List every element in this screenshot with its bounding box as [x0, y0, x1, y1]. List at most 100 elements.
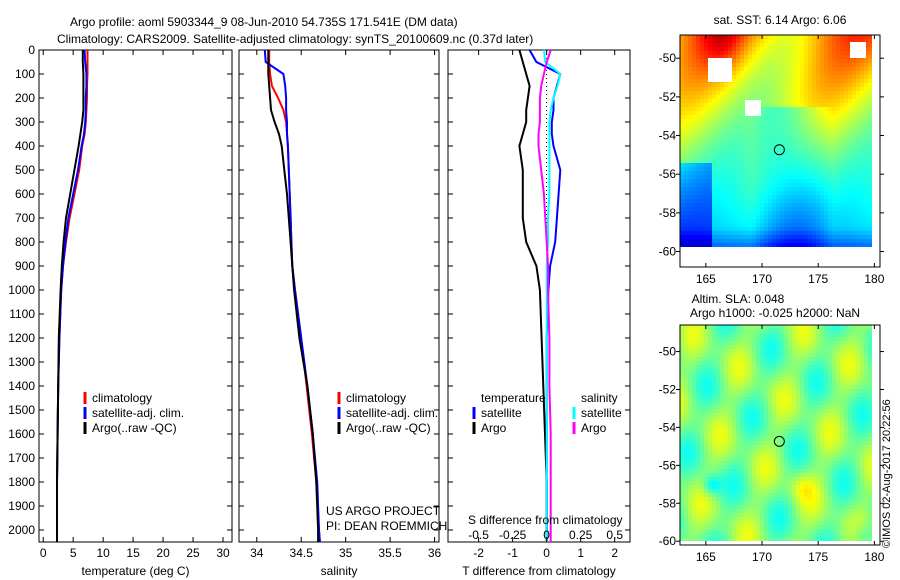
heatmap-cell: [860, 111, 864, 115]
y-tick-label: 900: [15, 259, 35, 273]
heatmap-cell: [756, 421, 760, 425]
heatmap-cell: [852, 211, 856, 215]
heatmap-cell: [704, 417, 708, 421]
heatmap-cell: [760, 437, 764, 441]
heatmap-cell: [824, 243, 828, 247]
heatmap-cell: [860, 405, 864, 409]
heatmap-cell: [816, 417, 820, 421]
heatmap-cell: [812, 341, 816, 345]
heatmap-cell: [772, 481, 776, 485]
heatmap-cell: [760, 239, 764, 243]
heatmap-cell: [720, 345, 724, 349]
heatmap-cell: [816, 191, 820, 195]
heatmap-cell: [752, 199, 756, 203]
heatmap-cell: [748, 139, 752, 143]
heatmap-cell: [728, 501, 732, 505]
heatmap-cell: [692, 437, 696, 441]
heatmap-cell: [736, 143, 740, 147]
heatmap-cell: [856, 75, 860, 79]
heatmap-cell: [716, 139, 720, 143]
heatmap-cell: [772, 341, 776, 345]
heatmap-cell: [820, 429, 824, 433]
series-line-satellite-adj-clim-: [263, 49, 321, 543]
heatmap-cell: [816, 393, 820, 397]
heatmap-cell: [700, 385, 704, 389]
heatmap-cell: [820, 353, 824, 357]
heatmap-cell: [780, 325, 784, 329]
heatmap-cell: [800, 243, 804, 247]
heatmap-cell: [748, 453, 752, 457]
heatmap-cell: [776, 71, 780, 75]
heatmap-cell: [788, 139, 792, 143]
heatmap-cell: [864, 167, 868, 171]
heatmap-cell: [716, 325, 720, 329]
heatmap-cell: [752, 501, 756, 505]
heatmap-cell: [776, 51, 780, 55]
heatmap-cell: [808, 43, 812, 47]
heatmap-cell: [792, 409, 796, 413]
heatmap-cell: [692, 357, 696, 361]
heatmap-cell: [792, 175, 796, 179]
y-tick-label: 1600: [8, 427, 35, 441]
heatmap-cell: [768, 107, 772, 111]
heatmap-cell: [732, 59, 736, 63]
heatmap-cell: [720, 151, 724, 155]
heatmap-cell: [812, 99, 816, 103]
heatmap-cell: [700, 195, 704, 199]
heatmap-cell: [848, 381, 852, 385]
heatmap-cell: [860, 469, 864, 473]
heatmap-cell: [844, 465, 848, 469]
heatmap-cell: [748, 337, 752, 341]
heatmap-cell: [692, 127, 696, 131]
heatmap-cell: [764, 75, 768, 79]
heatmap-cell: [720, 389, 724, 393]
heatmap-cell: [776, 187, 780, 191]
heatmap-cell: [748, 429, 752, 433]
heatmap-cell: [740, 203, 744, 207]
heatmap-cell: [732, 429, 736, 433]
heatmap-cell: [712, 413, 716, 417]
heatmap-cell: [868, 43, 872, 47]
heatmap-cell: [688, 167, 692, 171]
heatmap-cell: [708, 365, 712, 369]
heatmap-cell: [688, 341, 692, 345]
heatmap-cell: [800, 91, 804, 95]
heatmap-cell: [728, 433, 732, 437]
heatmap-cell: [732, 223, 736, 227]
heatmap-cell: [724, 159, 728, 163]
heatmap-cell: [804, 143, 808, 147]
heatmap-cell: [816, 211, 820, 215]
heatmap-cell: [788, 103, 792, 107]
heatmap-cell: [724, 115, 728, 119]
heatmap-cell: [704, 397, 708, 401]
heatmap-cell: [852, 457, 856, 461]
heatmap-cell: [824, 461, 828, 465]
heatmap-cell: [852, 135, 856, 139]
heatmap-cell: [792, 107, 796, 111]
heatmap-cell: [820, 393, 824, 397]
heatmap-cell: [816, 329, 820, 333]
heatmap-cell: [828, 227, 832, 231]
heatmap-cell: [752, 91, 756, 95]
heatmap-cell: [756, 87, 760, 91]
heatmap-cell: [840, 489, 844, 493]
heatmap-cell: [804, 377, 808, 381]
heatmap-cell: [828, 497, 832, 501]
heatmap-cell: [852, 119, 856, 123]
heatmap-cell: [712, 437, 716, 441]
heatmap-cell: [836, 83, 840, 87]
heatmap-cell: [700, 199, 704, 203]
heatmap-cell: [716, 115, 720, 119]
heatmap-cell: [844, 183, 848, 187]
heatmap-cell: [744, 55, 748, 59]
heatmap-cell: [792, 417, 796, 421]
heatmap-cell: [700, 239, 704, 243]
heatmap-cell: [864, 341, 868, 345]
heatmap-cell: [796, 175, 800, 179]
heatmap-cell: [736, 59, 740, 63]
heatmap-cell: [692, 393, 696, 397]
heatmap-cell: [720, 445, 724, 449]
heatmap-cell: [860, 179, 864, 183]
heatmap-cell: [728, 425, 732, 429]
heatmap-cell: [840, 195, 844, 199]
